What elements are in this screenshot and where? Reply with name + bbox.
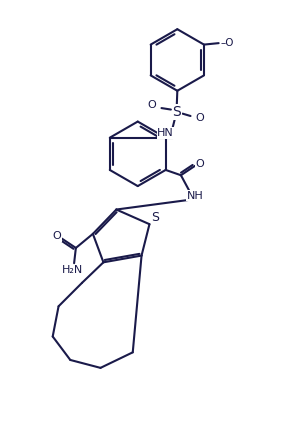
Text: S: S bbox=[151, 211, 159, 224]
Text: H₂N: H₂N bbox=[62, 265, 83, 275]
Text: O: O bbox=[195, 159, 204, 169]
Text: O: O bbox=[148, 100, 157, 111]
Text: NH: NH bbox=[186, 191, 203, 201]
Text: S: S bbox=[172, 105, 181, 119]
Text: –O: –O bbox=[220, 38, 234, 48]
Text: O: O bbox=[53, 231, 62, 241]
Text: O: O bbox=[195, 114, 204, 123]
Text: HN: HN bbox=[157, 128, 174, 138]
